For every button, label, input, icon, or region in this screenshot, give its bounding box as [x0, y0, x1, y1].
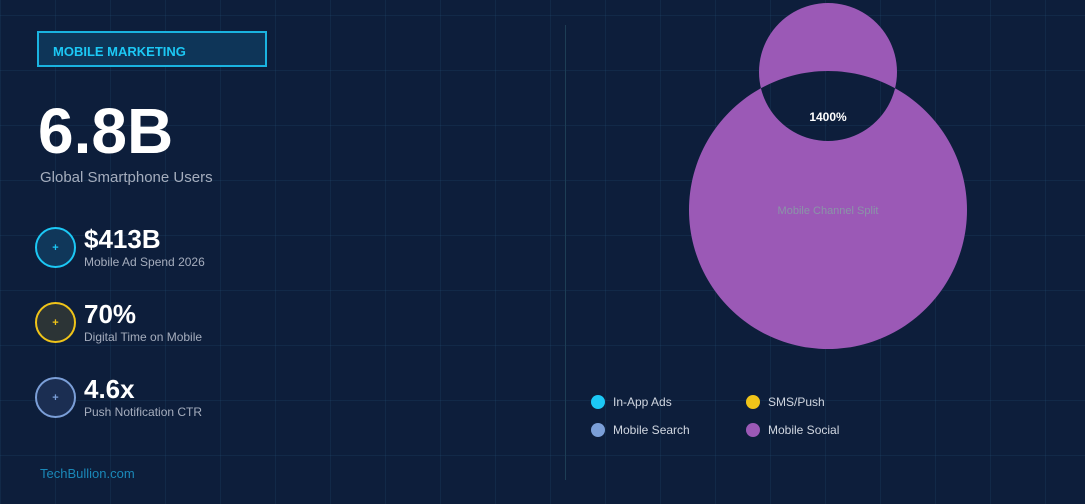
stat-push-ctr: + 4.6x Push Notification CTR	[35, 374, 203, 419]
plus-icon: +	[35, 377, 76, 418]
legend-label: SMS/Push	[768, 395, 825, 409]
legend-dot-icon	[746, 423, 760, 437]
stat-label: Digital Time on Mobile	[84, 330, 203, 344]
data-label: 1400%	[809, 110, 847, 124]
legend-item[interactable]: In-App Ads	[591, 395, 746, 409]
legend-label: Mobile Social	[768, 423, 840, 437]
legend-dot-icon	[591, 423, 605, 437]
plus-icon: +	[35, 227, 76, 268]
brand-link[interactable]: TechBullion.com	[40, 466, 135, 481]
stat-label: Push Notification CTR	[84, 405, 203, 419]
legend-label: In-App Ads	[613, 395, 672, 409]
legend-item[interactable]: Mobile Social	[746, 423, 901, 437]
stat-digital-time: + 70% Digital Time on Mobile	[35, 299, 203, 344]
legend: In-App Ads SMS/Push Mobile Search Mobile…	[591, 395, 1051, 437]
plus-icon: +	[35, 302, 76, 343]
stat-value: 4.6x	[84, 374, 135, 404]
divider	[565, 25, 566, 480]
stat-label: Mobile Ad Spend 2026	[84, 255, 205, 269]
slice-mobile-social[interactable]	[688, 2, 967, 349]
legend-item[interactable]: SMS/Push	[746, 395, 901, 409]
legend-item[interactable]: Mobile Search	[591, 423, 746, 437]
stat-ad-spend: + $413B Mobile Ad Spend 2026	[35, 224, 205, 269]
legend-dot-icon	[746, 395, 760, 409]
category-badge: MOBILE MARKETING	[37, 31, 267, 67]
headline-value: 6.8B	[38, 95, 174, 167]
headline-label: Global Smartphone Users	[40, 169, 213, 186]
center-label: Mobile Channel Split	[778, 205, 879, 217]
legend-dot-icon	[591, 395, 605, 409]
legend-label: Mobile Search	[613, 423, 690, 437]
stat-value: 70%	[84, 299, 137, 329]
stat-value: $413B	[84, 224, 161, 254]
